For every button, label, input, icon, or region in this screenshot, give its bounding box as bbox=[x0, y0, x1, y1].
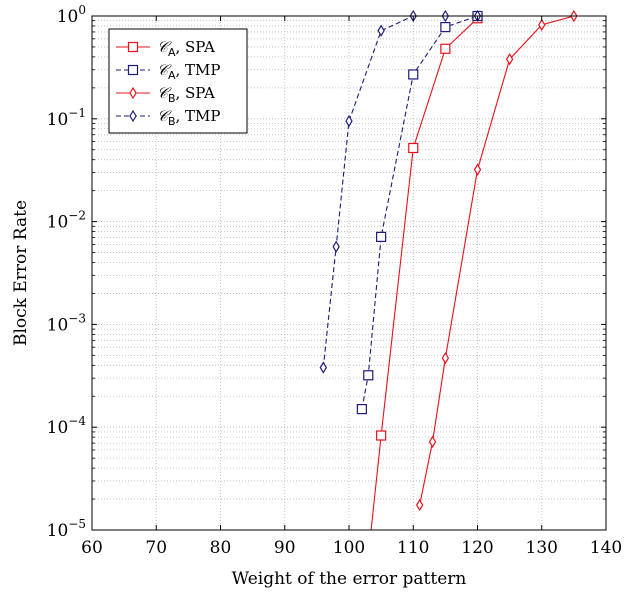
y-tick-label: 10−5 bbox=[47, 517, 86, 541]
legend-label-3: 𝒞B, SPA bbox=[157, 84, 215, 105]
y-tick-label: 10−4 bbox=[47, 414, 87, 438]
x-axis-label: Weight of the error pattern bbox=[232, 569, 467, 589]
series-line-3 bbox=[419, 16, 575, 506]
x-tick-label: 140 bbox=[590, 538, 622, 558]
data-point-3 bbox=[538, 18, 546, 32]
x-tick-label: 100 bbox=[333, 538, 365, 558]
data-point-2 bbox=[408, 69, 419, 80]
x-axis: 60 70 80 90 100 110 120 130 140 bbox=[81, 16, 622, 558]
y-tick-label: 10−1 bbox=[47, 106, 86, 130]
data-point-2 bbox=[356, 403, 367, 415]
data-point-3 bbox=[505, 53, 514, 66]
data-point-1 bbox=[408, 142, 419, 154]
series-layer bbox=[322, 16, 575, 530]
series-line-4 bbox=[322, 16, 478, 368]
data-point-2 bbox=[376, 231, 387, 242]
y-tick-label: 10−3 bbox=[47, 311, 86, 335]
x-tick-label: 110 bbox=[397, 538, 429, 558]
x-tick-label: 70 bbox=[145, 538, 167, 558]
data-point-1 bbox=[440, 43, 451, 54]
series-line-2 bbox=[361, 16, 478, 410]
data-point-2 bbox=[440, 21, 451, 33]
data-point-4 bbox=[319, 361, 327, 374]
data-point-2 bbox=[363, 370, 374, 381]
legend-marker-1 bbox=[127, 41, 139, 53]
x-tick-label: 90 bbox=[274, 538, 296, 558]
y-tick-label: 100 bbox=[57, 3, 86, 27]
data-point-4 bbox=[332, 240, 340, 253]
data-point-3 bbox=[473, 163, 482, 176]
y-axis: 10−5 10−4 10−3 10−2 10−1 100 bbox=[47, 3, 606, 541]
markers-layer bbox=[319, 9, 578, 512]
data-point-3 bbox=[415, 498, 424, 512]
legend-marker-4 bbox=[129, 109, 137, 123]
legend-marker-2 bbox=[127, 64, 139, 76]
legend-label-2: 𝒞A, TMP bbox=[157, 61, 220, 82]
x-tick-label: 120 bbox=[461, 538, 493, 558]
data-point-4 bbox=[377, 24, 385, 37]
x-tick-label: 80 bbox=[210, 538, 232, 558]
y-axis-label: Block Error Rate bbox=[11, 200, 31, 346]
y-tick-label: 10−2 bbox=[47, 209, 86, 233]
data-point-4 bbox=[345, 114, 353, 128]
legend-label-4: 𝒞B, TMP bbox=[157, 107, 220, 128]
series-line-1 bbox=[370, 17, 478, 530]
data-point-3 bbox=[428, 435, 437, 449]
data-point-3 bbox=[441, 351, 450, 365]
legend-label-1: 𝒞A, SPA bbox=[157, 38, 215, 59]
data-point-1 bbox=[376, 430, 387, 441]
legend-marker-3 bbox=[129, 86, 137, 100]
x-tick-label: 130 bbox=[526, 538, 558, 558]
x-tick-label: 60 bbox=[81, 538, 103, 558]
